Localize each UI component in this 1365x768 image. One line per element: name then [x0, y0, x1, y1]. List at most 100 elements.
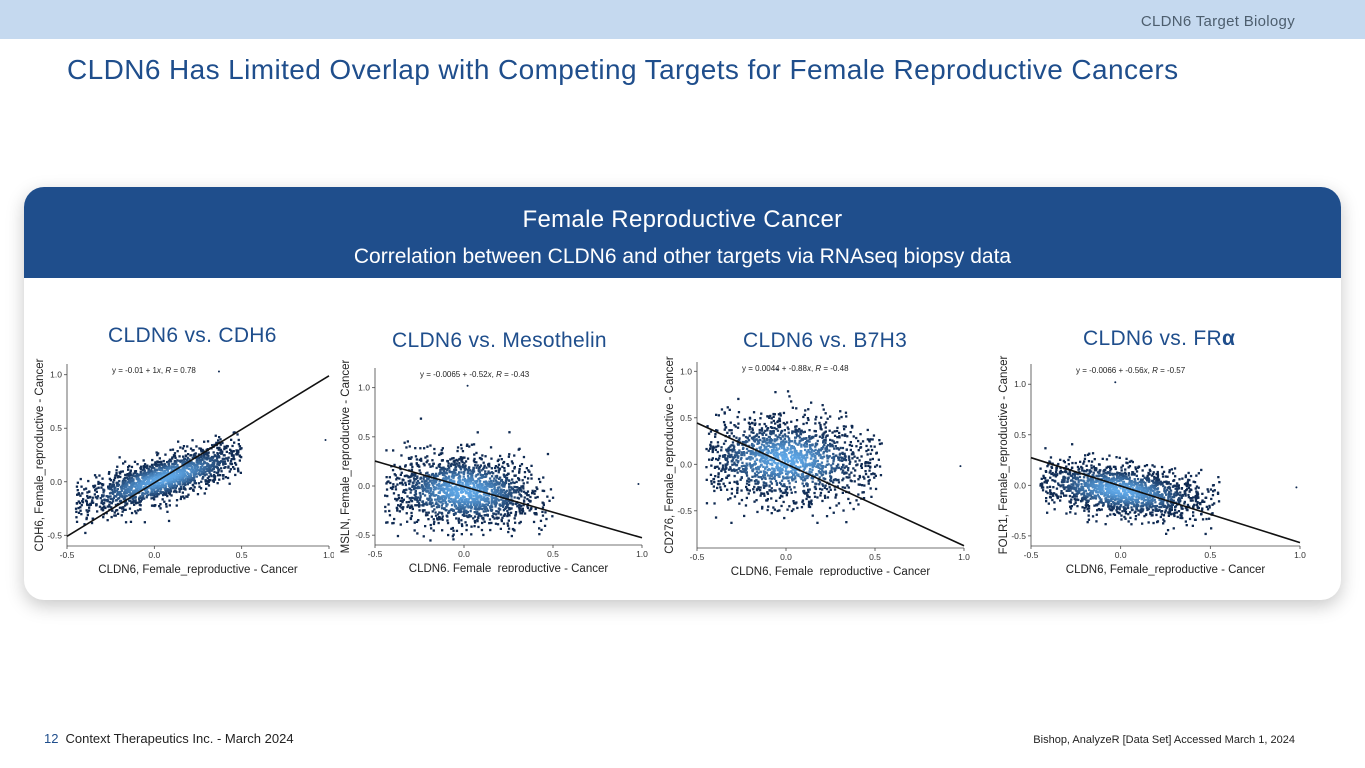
density-point [196, 468, 199, 471]
density-point [830, 470, 833, 474]
density-point [800, 450, 803, 453]
density-point [209, 468, 212, 471]
density-point [825, 487, 829, 491]
density-point [788, 485, 791, 489]
density-point [769, 468, 772, 471]
density-point [828, 455, 831, 458]
density-point [444, 471, 448, 474]
density-point [496, 490, 499, 493]
density-point [480, 514, 483, 518]
density-point [829, 438, 832, 442]
density-point [409, 491, 412, 494]
density-point [100, 501, 103, 505]
density-point [426, 513, 429, 517]
density-point [482, 496, 486, 499]
density-point [490, 502, 493, 505]
density-point [519, 507, 522, 510]
density-point [475, 494, 478, 497]
density-point [741, 440, 744, 444]
density-point [179, 446, 182, 449]
density-point [119, 494, 122, 497]
density-point [191, 466, 194, 469]
density-point [413, 529, 416, 532]
density-point [538, 527, 541, 530]
density-point [713, 481, 716, 484]
density-point [449, 497, 453, 501]
density-point [450, 462, 453, 465]
density-point [765, 441, 768, 445]
density-point [443, 467, 447, 470]
density-point [109, 478, 112, 482]
density-point [122, 462, 125, 465]
density-point [779, 412, 782, 415]
density-point [765, 461, 768, 464]
density-point [393, 517, 396, 521]
density-point [82, 498, 85, 501]
density-point [756, 465, 760, 469]
density-point [769, 432, 772, 435]
density-point [790, 491, 793, 494]
density-point [769, 440, 772, 443]
density-point [433, 474, 436, 477]
density-point [424, 479, 427, 482]
density-point [411, 507, 414, 511]
density-point [129, 499, 132, 502]
density-point [429, 490, 432, 493]
density-point [201, 477, 204, 480]
density-point [805, 445, 809, 448]
density-point [134, 500, 137, 503]
density-point [786, 390, 790, 393]
density-point [507, 530, 510, 534]
density-point [808, 450, 811, 453]
density-point [86, 496, 90, 499]
density-point [791, 430, 794, 433]
density-point [410, 488, 413, 492]
density-point [475, 451, 478, 455]
density-point [141, 496, 144, 499]
density-point [717, 467, 721, 470]
density-point [200, 453, 203, 456]
density-point [738, 437, 741, 440]
density-point [743, 430, 746, 433]
density-point [457, 480, 460, 483]
density-point [469, 472, 473, 476]
density-point [133, 503, 136, 506]
density-point [428, 494, 431, 498]
density-point [462, 471, 466, 474]
density-point [126, 477, 129, 481]
density-point [108, 501, 111, 504]
density-point [414, 504, 417, 507]
density-point [151, 493, 154, 497]
density-point [484, 455, 487, 458]
density-point [770, 497, 773, 500]
density-point [434, 498, 437, 501]
density-point [822, 455, 826, 458]
density-point [132, 472, 135, 475]
density-point [816, 439, 819, 443]
density-point [799, 476, 802, 479]
density-point [179, 481, 182, 484]
density-point [153, 482, 156, 485]
density-point [185, 466, 189, 470]
density-point [764, 457, 767, 460]
density-point [458, 475, 461, 479]
density-point [784, 423, 787, 426]
density-point [750, 466, 753, 469]
density-point [814, 460, 818, 463]
density-point [414, 447, 417, 450]
density-point [408, 500, 411, 504]
density-point [762, 465, 765, 468]
density-point [720, 449, 723, 452]
density-point [466, 457, 470, 460]
density-point [459, 456, 462, 459]
density-point [760, 463, 763, 466]
density-point [790, 470, 793, 473]
density-point [93, 493, 96, 496]
density-point [511, 481, 514, 484]
density-point [767, 435, 770, 439]
density-point [179, 459, 183, 462]
density-point [418, 465, 421, 468]
density-point [181, 483, 184, 486]
density-point [835, 504, 838, 507]
density-point [802, 468, 805, 472]
